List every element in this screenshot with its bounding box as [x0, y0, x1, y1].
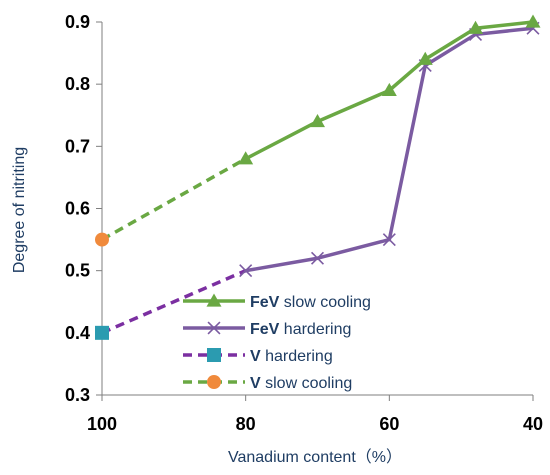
data-point	[381, 82, 397, 97]
data-point	[310, 113, 325, 128]
legend-prefix: V	[250, 348, 261, 365]
data-point	[382, 233, 396, 247]
y-tick-label: 0.5	[65, 261, 90, 281]
data-point	[468, 20, 484, 34]
legend-prefix: FeV	[250, 321, 280, 338]
series-layer	[95, 14, 541, 340]
x-tick-label: 100	[87, 414, 117, 434]
y-tick-label: 0.7	[65, 136, 90, 156]
x-tick-label: 40	[523, 414, 543, 434]
legend-prefix: FeV	[250, 294, 280, 311]
y-axis-title: Degree of nitriting	[11, 147, 28, 273]
y-tick-label: 0.9	[65, 12, 90, 32]
data-point	[95, 325, 109, 340]
legend-prefix: V	[250, 375, 261, 392]
x-tick-label: 80	[236, 414, 256, 434]
legend-marker	[207, 375, 221, 389]
data-point	[95, 232, 109, 247]
series-line	[101, 157, 247, 242]
legend-label: V hardering	[250, 348, 333, 365]
data-point	[525, 14, 541, 28]
axes	[101, 22, 533, 396]
series-line	[245, 26, 534, 273]
ticks: 0.3 0.4 0.5 0.6 0.7 0.8 0.9 100 80 60 40	[65, 12, 543, 434]
x-axis-title: Vanadium content（%）	[228, 448, 402, 466]
y-tick-label: 0.6	[65, 199, 90, 219]
legend-label: FeV slow cooling	[250, 294, 371, 311]
series-3	[95, 157, 247, 247]
y-tick-label: 0.3	[65, 385, 90, 405]
data-point	[310, 251, 325, 265]
legend-text: hardering	[261, 348, 333, 365]
series-0	[238, 14, 541, 165]
legend-text: hardering	[279, 321, 351, 338]
legend-marker	[206, 293, 222, 307]
legend-label: FeV hardering	[250, 321, 351, 338]
y-tick-label: 0.8	[65, 74, 90, 94]
legend-label: V slow cooling	[250, 375, 352, 392]
series-line	[101, 269, 247, 335]
data-point	[238, 151, 254, 165]
legend-text: slow cooling	[261, 375, 353, 392]
y-tick-label: 0.4	[65, 323, 90, 343]
x-tick-label: 60	[379, 414, 399, 434]
data-point	[417, 51, 433, 65]
series-1	[239, 21, 540, 278]
legend-marker	[207, 348, 221, 362]
legend-text: slow cooling	[279, 294, 371, 311]
data-point	[239, 264, 253, 278]
series-line	[244, 20, 534, 161]
legend-marker	[207, 321, 221, 335]
series-2	[95, 269, 247, 340]
